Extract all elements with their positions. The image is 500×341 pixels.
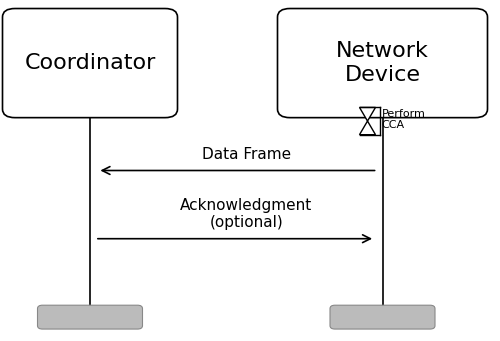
Polygon shape xyxy=(360,107,376,121)
Text: Coordinator: Coordinator xyxy=(24,53,156,73)
Text: Acknowledgment
(optional): Acknowledgment (optional) xyxy=(180,198,312,230)
FancyBboxPatch shape xyxy=(38,305,142,329)
FancyBboxPatch shape xyxy=(278,9,488,118)
Text: Perform
CCA: Perform CCA xyxy=(382,108,426,130)
Text: Network
Device: Network Device xyxy=(336,42,429,85)
Text: Data Frame: Data Frame xyxy=(202,147,291,162)
FancyBboxPatch shape xyxy=(2,9,178,118)
Polygon shape xyxy=(360,121,376,135)
FancyBboxPatch shape xyxy=(330,305,435,329)
